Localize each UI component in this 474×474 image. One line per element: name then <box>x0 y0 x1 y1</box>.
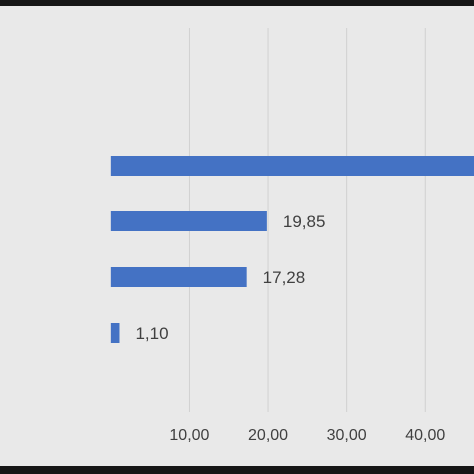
chart-area: 19,85 17,28 1,10 10,00 20,00 30,00 40,00 <box>0 6 474 466</box>
x-tick-label-3: 40,00 <box>405 427 445 444</box>
bar-chart: 19,85 17,28 1,10 10,00 20,00 30,00 40,00 <box>110 28 474 444</box>
bars <box>110 156 474 343</box>
data-label-1: 19,85 <box>283 212 326 231</box>
data-labels: 19,85 17,28 1,10 <box>135 212 325 343</box>
bar-0 <box>110 156 474 176</box>
data-label-2: 17,28 <box>263 268 306 287</box>
bar-3 <box>110 323 120 343</box>
data-label-3: 1,10 <box>135 324 168 343</box>
x-tick-label-1: 20,00 <box>248 427 288 444</box>
x-axis-tick-labels: 10,00 20,00 30,00 40,00 <box>169 427 445 444</box>
bar-2 <box>110 267 247 287</box>
x-tick-label-0: 10,00 <box>169 427 209 444</box>
bar-1 <box>110 211 267 231</box>
x-tick-label-2: 30,00 <box>327 427 367 444</box>
